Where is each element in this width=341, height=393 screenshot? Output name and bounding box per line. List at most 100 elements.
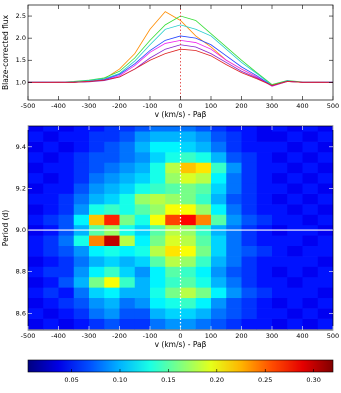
heatmap-cell [43, 256, 59, 267]
heatmap-cell [134, 131, 151, 142]
heatmap-cell [272, 276, 288, 288]
heatmap-cell [287, 172, 303, 184]
heatmap-cell [226, 297, 242, 309]
heatmap-cell [150, 162, 166, 174]
heatmap-cell [119, 276, 136, 288]
x-tick-label: -400 [51, 332, 66, 340]
x-tick-label: -100 [143, 102, 158, 110]
heatmap-cell [256, 318, 273, 330]
heatmap-cell [272, 245, 288, 257]
heatmap-cell [165, 126, 181, 132]
heatmap-cell [73, 131, 90, 142]
heatmap-cell [241, 266, 258, 278]
heatmap-cell [104, 183, 120, 194]
heatmap-cell [58, 245, 75, 257]
heatmap-cell [104, 235, 120, 246]
heatmap-cell [241, 172, 258, 184]
heatmap-cell [28, 297, 44, 309]
heatmap-cell [211, 131, 227, 142]
heatmap-cell [272, 162, 288, 174]
heatmap-cell [211, 308, 227, 319]
heatmap-cell [195, 126, 212, 132]
heatmap-cell [241, 131, 258, 142]
heatmap-cell [302, 162, 319, 174]
heatmap-cell [317, 162, 333, 174]
heatmap-cell [43, 214, 59, 226]
heatmap-cell [89, 131, 105, 142]
heatmap-cell [89, 256, 105, 267]
heatmap-cell [211, 204, 227, 215]
heatmap-cell [134, 141, 151, 153]
heatmap-cell [58, 276, 75, 288]
heatmap-cell [43, 172, 59, 184]
heatmap-cell [119, 152, 136, 163]
x-tick-label: 200 [235, 332, 247, 340]
heatmap-cell [165, 131, 181, 142]
heatmap-cell [211, 162, 227, 174]
heatmap-cell [287, 152, 303, 163]
heatmap-cell [317, 131, 333, 142]
heatmap-cell [180, 256, 197, 267]
heatmap-cell [226, 235, 242, 246]
heatmap-cell [43, 162, 59, 174]
heatmap-cell [195, 276, 212, 288]
spectrum-line [28, 48, 333, 86]
heatmap-cell [43, 297, 59, 309]
heatmap-cell [226, 126, 242, 132]
heatmap-cell [272, 152, 288, 163]
heatmap-cell [134, 126, 151, 132]
x-tick-label: 200 [235, 102, 247, 110]
heatmap-cell [195, 256, 212, 267]
colorbar-tick-label: 0.05 [64, 376, 78, 384]
y-tick-label: 9.0 [16, 226, 26, 234]
heatmap-cell [195, 308, 212, 319]
heatmap-cell [89, 266, 105, 278]
heatmap-cell [302, 126, 319, 132]
heatmap-cell [165, 235, 181, 246]
heatmap-cell [73, 193, 90, 205]
heatmap-cell [119, 162, 136, 174]
heatmap-cell [211, 214, 227, 226]
heatmap-cell [302, 214, 319, 226]
heatmap-cell [43, 308, 59, 319]
heatmap-cell [272, 204, 288, 215]
heatmap-cell [73, 245, 90, 257]
y-tick-label: 8.8 [16, 268, 26, 276]
heatmap-cell [28, 276, 44, 288]
heatmap-cell [119, 172, 136, 184]
y-tick-label: 1.5 [16, 56, 26, 64]
heatmap-cell [180, 152, 197, 163]
heatmap-cell [241, 162, 258, 174]
heatmap-cell [272, 266, 288, 278]
heatmap-cell [211, 266, 227, 278]
heatmap-cell [272, 318, 288, 330]
heatmap-cell [302, 308, 319, 319]
heatmap-cell [119, 183, 136, 194]
heatmap-cell [73, 126, 90, 132]
heatmap-cell [134, 204, 151, 215]
heatmap-cell [73, 235, 90, 246]
heatmap-cell [119, 131, 136, 142]
heatmap-cell [241, 308, 258, 319]
heatmap-cell [180, 308, 197, 319]
heatmap-cell [28, 183, 44, 194]
heatmap-cell [317, 126, 333, 132]
heatmap-cell [43, 266, 59, 278]
heatmap-cell [165, 318, 181, 330]
heatmap-cell [119, 193, 136, 205]
heatmap-cell [73, 297, 90, 309]
heatmap-cell [241, 287, 258, 299]
heatmap-cell [89, 126, 105, 132]
heatmap-cell [241, 193, 258, 205]
heatmap-cell [58, 266, 75, 278]
heatmap-cell [272, 214, 288, 226]
heatmap-cell [28, 256, 44, 267]
heatmap-cell [317, 214, 333, 226]
heatmap-cell [43, 287, 59, 299]
heatmap-cell [119, 287, 136, 299]
x-tick-label: -200 [112, 332, 127, 340]
heatmap-cell [317, 152, 333, 163]
heatmap-cell [165, 297, 181, 309]
heatmap-cell [256, 287, 273, 299]
heatmap-cell [272, 256, 288, 267]
